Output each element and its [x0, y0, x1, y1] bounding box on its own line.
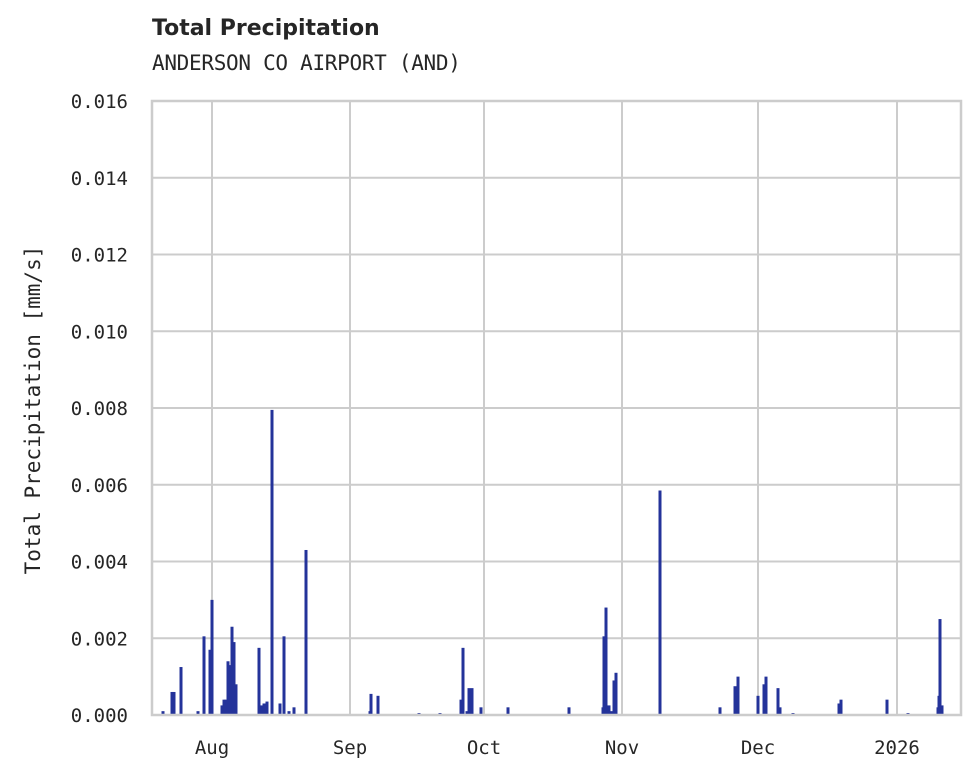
precip-bar — [226, 661, 230, 715]
precip-bar — [776, 688, 780, 715]
precip-bar — [609, 711, 613, 715]
x-tick-label: Oct — [467, 737, 501, 759]
y-tick-label: 0.004 — [71, 552, 128, 574]
precip-bar — [940, 705, 944, 715]
precip-bar — [161, 711, 165, 715]
precip-bar — [736, 676, 740, 715]
chart-subtitle: ANDERSON CO AIRPORT (AND) — [152, 51, 461, 75]
precip-bar — [224, 699, 228, 715]
precip-bar — [756, 695, 760, 715]
precip-bar — [567, 707, 571, 715]
x-axis-ticks: Aug Sep Oct Nov Dec 2026 — [195, 737, 920, 759]
precip-bar — [260, 705, 264, 715]
precip-bar — [304, 549, 308, 715]
precip-bar — [604, 607, 608, 715]
precip-bar — [459, 699, 463, 715]
precip-bar — [202, 636, 206, 715]
y-tick-label: 0.002 — [71, 628, 128, 650]
precip-bar — [839, 699, 843, 715]
precip-bar — [234, 684, 238, 715]
precip-bar — [612, 680, 616, 715]
precip-bar — [376, 695, 380, 715]
precip-bar — [762, 684, 766, 715]
precip-bar — [614, 672, 618, 715]
precip-bar — [228, 665, 232, 715]
precip-bar — [602, 636, 606, 715]
precip-bar — [287, 711, 291, 715]
precip-bar — [938, 619, 942, 715]
precip-bar — [220, 705, 224, 715]
precip-bar — [369, 693, 373, 715]
precip-bar — [658, 490, 662, 715]
precip-bar — [470, 688, 474, 715]
precip-bar — [170, 691, 174, 715]
precip-bar — [222, 699, 226, 715]
precip-bar — [270, 409, 274, 715]
y-tick-label: 0.014 — [71, 168, 128, 190]
precip-bar — [210, 599, 214, 715]
precip-bar — [607, 705, 611, 715]
y-tick-label: 0.008 — [71, 398, 128, 420]
gridlines — [152, 100, 961, 716]
precip-bar — [292, 707, 296, 715]
precip-bar — [232, 642, 236, 715]
precip-bar — [208, 649, 212, 715]
precip-bar — [885, 699, 889, 715]
precip-bar — [461, 647, 465, 715]
x-tick-label: Sep — [333, 737, 367, 759]
y-tick-label: 0.012 — [71, 245, 128, 267]
x-tick-label: 2026 — [874, 737, 920, 759]
precip-bar — [837, 703, 841, 715]
y-tick-label: 0.000 — [71, 705, 128, 727]
precip-bar — [257, 647, 261, 715]
precip-bar — [265, 701, 269, 715]
precip-bar — [179, 667, 183, 715]
precip-bar — [172, 691, 176, 715]
plot-frame — [150, 99, 963, 717]
precip-bar — [718, 707, 722, 715]
precip-bar — [479, 707, 483, 715]
precip-bar — [278, 703, 282, 715]
precip-bar — [778, 707, 782, 715]
x-tick-label: Nov — [605, 737, 639, 759]
y-tick-label: 0.016 — [71, 91, 128, 113]
y-axis-label: Total Precipitation [mm/s] — [21, 246, 45, 575]
chart-title: Total Precipitation — [152, 16, 380, 41]
precip-bar — [196, 711, 200, 715]
precip-bar — [733, 686, 737, 715]
precip-bar — [764, 676, 768, 715]
precip-bar — [262, 703, 266, 715]
y-axis-ticks: 0.000 0.002 0.004 0.006 0.008 0.010 0.012 0.014… — [71, 91, 128, 727]
precip-bar — [230, 626, 234, 715]
bar-series — [161, 409, 944, 715]
precip-bar — [467, 688, 471, 715]
y-tick-label: 0.006 — [71, 475, 128, 497]
precip-bar — [282, 636, 286, 715]
precip-bar — [506, 707, 510, 715]
x-tick-label: Aug — [195, 737, 229, 759]
x-tick-label: Dec — [741, 737, 775, 759]
precip-bar — [465, 711, 469, 715]
y-tick-label: 0.010 — [71, 321, 128, 343]
